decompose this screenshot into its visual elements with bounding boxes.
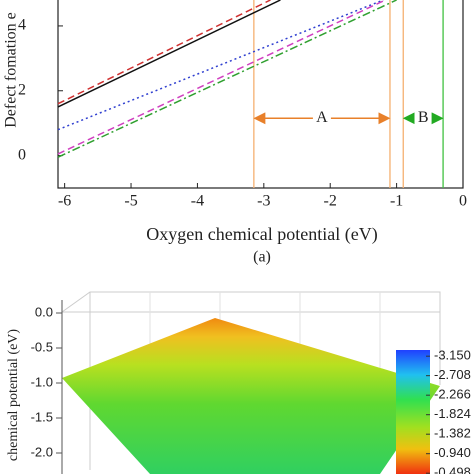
region-label: B bbox=[418, 109, 429, 126]
series-line bbox=[57, 0, 386, 155]
colorbar-tick-label: -0.940 bbox=[434, 445, 471, 460]
z-tick-label: 0.0 bbox=[35, 304, 53, 319]
y-tick-label: 0 bbox=[18, 146, 26, 163]
y-axis-label: Defect fomation e bbox=[3, 12, 20, 128]
x-axis-label: Oxygen chemical potential (eV) bbox=[146, 224, 377, 245]
y-tick-label: 2 bbox=[18, 81, 26, 98]
plot-frame bbox=[57, 0, 464, 189]
z-tick-label: -0.5 bbox=[31, 339, 53, 354]
z-tick-label: -1.5 bbox=[31, 409, 53, 424]
colorbar-tick-label: -1.824 bbox=[434, 406, 471, 421]
z-axis-label: chemical potential (eV) bbox=[6, 329, 21, 461]
colorbar-tick-label: -1.382 bbox=[434, 426, 471, 441]
panel-caption: (a) bbox=[253, 249, 271, 266]
x-tick-label: -4 bbox=[191, 193, 204, 210]
y-tick-label: 4 bbox=[18, 17, 26, 34]
colorbar bbox=[396, 350, 430, 474]
x-tick-label: -5 bbox=[124, 193, 137, 210]
series-line bbox=[57, 0, 271, 105]
panel-a: Defect fomation e Oxygen chemical potent… bbox=[3, 12, 378, 265]
colorbar-tick-label: -3.150 bbox=[434, 348, 471, 363]
x-tick-label: -3 bbox=[257, 193, 270, 210]
colorbar-tick-label: -2.708 bbox=[434, 367, 471, 382]
colorbar-tick-label: -2.266 bbox=[434, 387, 471, 402]
x-tick-label: -6 bbox=[58, 193, 71, 210]
x-tick-label: -1 bbox=[390, 193, 403, 210]
surface bbox=[62, 318, 440, 474]
colorbar-tick-label: -0.498 bbox=[434, 465, 471, 474]
x-tick-label: 0 bbox=[459, 193, 467, 210]
series-line bbox=[57, 0, 384, 131]
x-tick-label: -2 bbox=[324, 193, 337, 210]
z-tick-label: -1.0 bbox=[31, 374, 53, 389]
series-line bbox=[57, 0, 281, 108]
series-line bbox=[57, 0, 397, 158]
panel-b: chemical potential (eV) bbox=[6, 291, 441, 474]
region-label: A bbox=[316, 109, 328, 126]
z-tick-label: -2.0 bbox=[31, 444, 53, 459]
